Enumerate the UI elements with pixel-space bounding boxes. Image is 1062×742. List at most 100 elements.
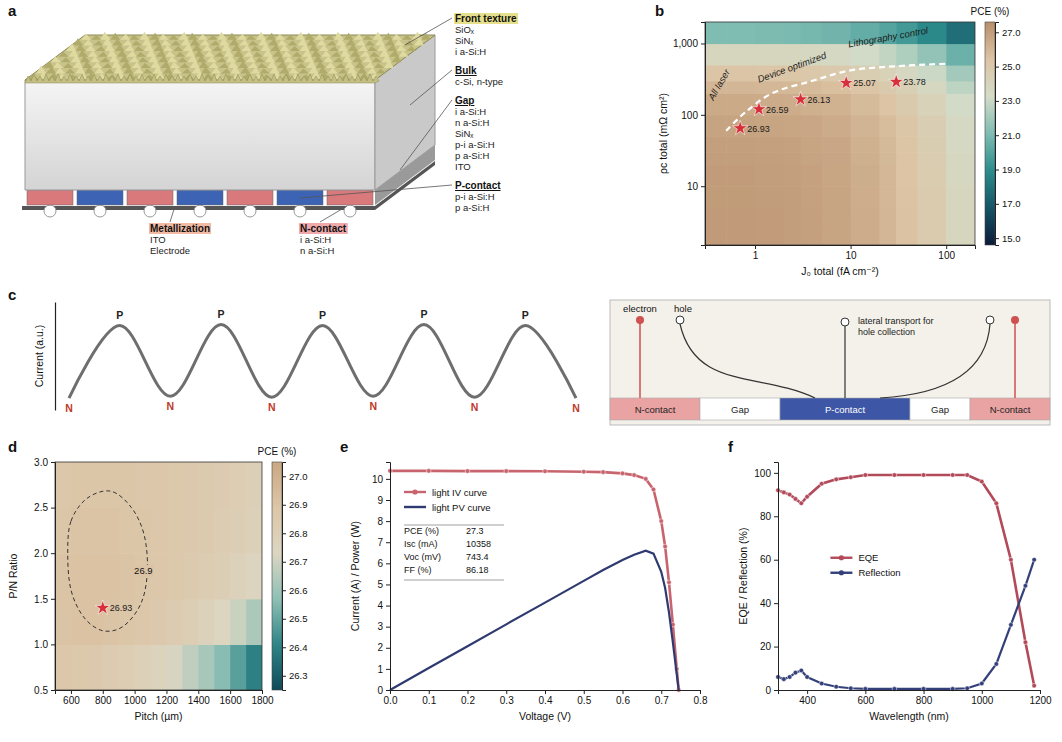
heat-cell <box>230 462 247 508</box>
heat-cell <box>55 462 72 508</box>
pyramid <box>210 40 220 45</box>
pyramid <box>221 69 231 74</box>
pyramid <box>383 33 393 40</box>
pyramid <box>170 62 180 68</box>
group-item: i a-Si:H <box>455 106 486 117</box>
heat-cell <box>214 462 231 508</box>
tick-mark <box>51 462 55 463</box>
tick: 26.8 <box>282 528 308 539</box>
heat-cell <box>214 599 231 645</box>
tick-mark <box>995 170 999 171</box>
tick-label: 1400 <box>188 695 211 706</box>
heat-cell <box>896 152 918 165</box>
pyramid <box>353 55 363 62</box>
tick-mark <box>282 647 286 648</box>
heat-cell <box>822 165 851 187</box>
tick-mark <box>623 690 624 694</box>
heat-cell <box>879 152 896 165</box>
annotation: All laser <box>705 67 732 103</box>
colorbar-title: PCE (%) <box>258 446 297 457</box>
pyramid <box>65 69 75 74</box>
heat-cell <box>784 115 801 137</box>
axis: 26.326.426.526.626.726.826.927.0 <box>282 463 308 691</box>
tick-mark <box>701 186 705 187</box>
pyramid <box>231 66 241 74</box>
pyramid <box>350 50 360 57</box>
tick: 17.0 <box>995 198 1021 209</box>
pyramid <box>345 60 355 68</box>
heat-cell <box>135 644 152 690</box>
marker <box>620 471 625 476</box>
heat-cell <box>896 208 918 224</box>
heat-cell <box>705 115 727 137</box>
tick-mark <box>982 690 983 694</box>
tick-mark <box>701 43 705 44</box>
heat-cell <box>230 599 247 645</box>
marker <box>805 494 810 499</box>
pyramid <box>85 67 95 74</box>
pyramid <box>246 35 256 40</box>
heat-cell <box>705 186 727 208</box>
tick: 1600 <box>220 690 243 706</box>
pyramid <box>263 49 273 57</box>
group-title: Bulk <box>455 65 477 76</box>
contact <box>277 190 323 205</box>
pyramid <box>348 44 358 51</box>
pyramid <box>113 38 123 45</box>
marker <box>834 684 839 689</box>
tick: 5 <box>377 579 390 590</box>
tick-label: 26.3 <box>289 670 308 681</box>
heat-cell <box>246 462 262 508</box>
heat-cell <box>705 224 727 245</box>
heat-cell <box>71 553 88 599</box>
pyramid <box>307 38 317 45</box>
tick-mark <box>995 101 999 102</box>
pyramid <box>318 67 328 74</box>
tick-label: 5 <box>377 579 383 590</box>
tick-mark <box>282 505 286 506</box>
group-item: c-Si, n-type <box>455 76 503 87</box>
tick-label: 0.4 <box>539 695 553 706</box>
heat-cell <box>946 152 975 165</box>
marker <box>632 473 637 478</box>
electron-path <box>1014 322 1016 398</box>
pyramid <box>227 33 237 40</box>
axis-line <box>51 463 56 691</box>
solder-bump <box>244 205 256 217</box>
heat-cell <box>822 224 851 245</box>
series-line <box>778 560 1034 689</box>
heat-cell <box>801 224 823 245</box>
heat-cell <box>755 186 784 208</box>
marker <box>1023 583 1028 588</box>
pyramid <box>347 66 357 74</box>
pyramid <box>285 35 295 40</box>
point-label: N <box>471 401 479 413</box>
heat-cell <box>214 508 231 554</box>
pyramid <box>331 52 341 57</box>
heat-cell <box>726 165 755 187</box>
tick: 100 <box>938 245 955 261</box>
data-label: 26.59 <box>766 105 789 115</box>
pyramid <box>117 50 127 57</box>
panel-e: 0.00.10.20.30.40.50.60.70.8012345678910V… <box>349 463 708 723</box>
heat-cell <box>784 136 801 152</box>
plot-frame <box>705 22 975 245</box>
heat-cell <box>166 644 183 690</box>
tick-mark <box>386 521 390 522</box>
tick-mark <box>545 690 546 694</box>
tick-label: 0.6 <box>616 695 630 706</box>
tick: 9 <box>377 495 390 506</box>
marker <box>1032 683 1037 688</box>
marker <box>787 675 792 680</box>
tick-mark <box>774 603 778 604</box>
pyramid <box>270 44 280 51</box>
table-rule <box>404 580 504 581</box>
pyramid <box>237 34 247 40</box>
plot-area <box>705 22 975 245</box>
pyramid <box>121 61 131 68</box>
marker <box>979 479 984 484</box>
heat-cell <box>87 462 104 508</box>
heat-cell <box>946 93 975 115</box>
tick-label: 60 <box>760 554 772 565</box>
pyramid <box>114 66 124 74</box>
